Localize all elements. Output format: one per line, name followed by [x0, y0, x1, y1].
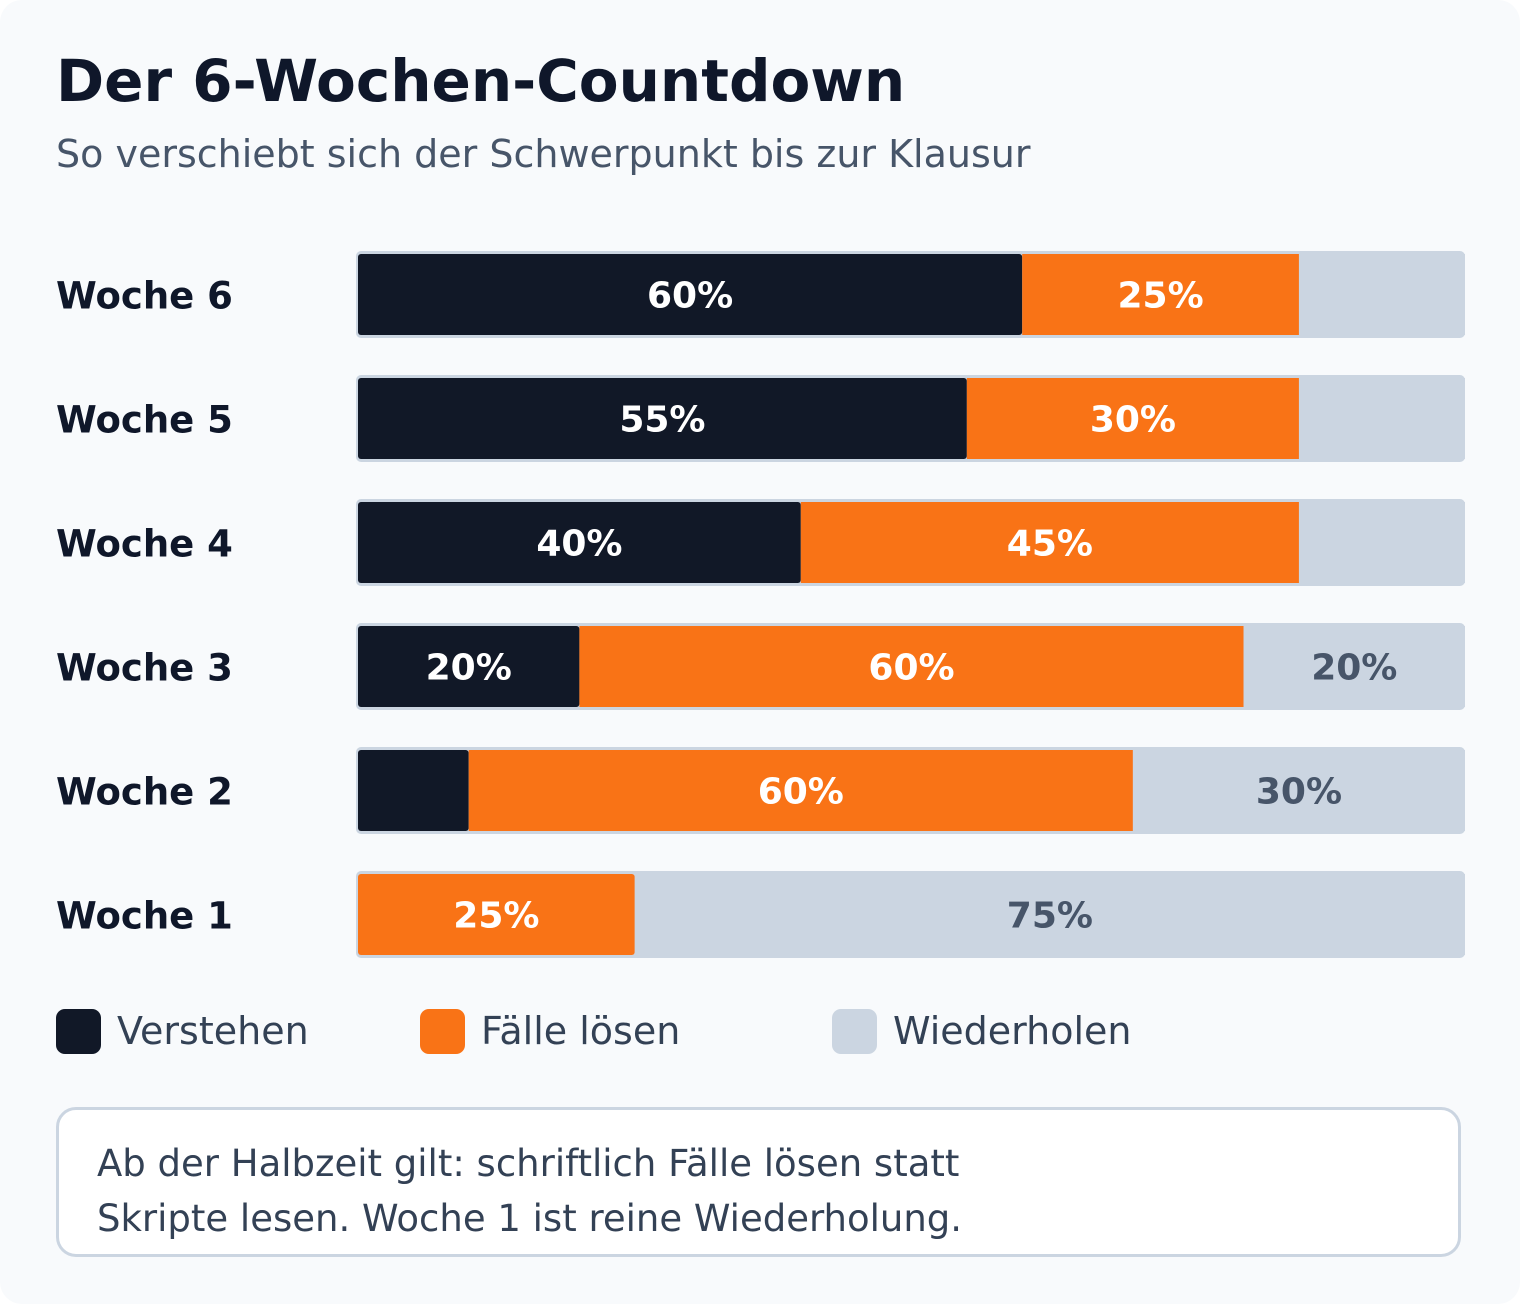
legend-swatch-wiederholen	[832, 1008, 877, 1054]
bar-segment-wiederholen-woche-3	[1243, 626, 1465, 707]
bar-segment-verstehen-woche-2	[358, 750, 469, 831]
data-label-faelle-loesen-woche-1: 25%	[453, 896, 539, 937]
bar-segment-verstehen-woche-4	[358, 502, 801, 583]
bar-segment-wiederholen-woche-4	[1298, 502, 1465, 583]
stacked-bar-chart: Woche 6 60% 25% Woche 5 55% 30% Woche 4 40% 45% W…	[56, 251, 1465, 958]
category-label-woche-1: Woche 1	[56, 895, 233, 938]
data-label-faelle-loesen-woche-5: 30%	[1090, 400, 1176, 441]
bar-segment-wiederholen-woche-6	[1298, 254, 1465, 335]
category-label-woche-3: Woche 3	[56, 647, 233, 690]
category-label-woche-4: Woche 4	[56, 523, 233, 566]
bar-segment-faelle-loesen-woche-3	[579, 626, 1244, 707]
data-label-verstehen-woche-4: 40%	[536, 524, 622, 565]
legend-label-verstehen: Verstehen	[117, 1009, 309, 1053]
bar-segment-faelle-loesen-woche-4	[800, 502, 1299, 583]
bar-segment-wiederholen-woche-2	[1132, 750, 1465, 831]
bar-segment-verstehen-woche-5	[358, 378, 967, 459]
legend-label-faelle-loesen: Fälle lösen	[481, 1009, 681, 1053]
legend-swatch-faelle-loesen	[420, 1008, 465, 1054]
bar-segment-verstehen-woche-3	[358, 626, 580, 707]
data-label-faelle-loesen-woche-2: 60%	[758, 772, 844, 813]
category-label-woche-5: Woche 5	[56, 399, 233, 442]
note-box: Ab der Halbzeit gilt: schriftlich Fälle …	[56, 1107, 1461, 1257]
bar-segment-faelle-loesen-woche-2	[468, 750, 1133, 831]
data-label-faelle-loesen-woche-3: 60%	[868, 648, 954, 689]
bar-segment-verstehen-woche-6	[358, 254, 1023, 335]
legend-item-wiederholen: Wiederholen	[832, 1008, 1131, 1054]
bar-segment-faelle-loesen-woche-5	[966, 378, 1299, 459]
data-label-faelle-loesen-woche-4: 45%	[1007, 524, 1093, 565]
chart-subtitle: So verschiebt sich der Schwerpunkt bis z…	[56, 132, 1031, 176]
data-label-wiederholen-woche-2: 30%	[1256, 772, 1342, 813]
data-label-wiederholen-woche-3: 20%	[1311, 648, 1397, 689]
data-label-verstehen-woche-6: 60%	[647, 276, 733, 317]
data-label-verstehen-woche-3: 20%	[426, 648, 512, 689]
legend-item-faelle-loesen: Fälle lösen	[420, 1008, 680, 1054]
legend-label-wiederholen: Wiederholen	[893, 1009, 1132, 1053]
data-label-wiederholen-woche-1: 75%	[1007, 896, 1093, 937]
legend-item-verstehen: Verstehen	[56, 1008, 309, 1054]
data-label-verstehen-woche-5: 55%	[619, 400, 705, 441]
bar-segment-faelle-loesen-woche-6	[1022, 254, 1299, 335]
bar-segment-wiederholen-woche-5	[1298, 378, 1465, 459]
chart-title: Der 6-Wochen-Countdown	[56, 47, 906, 115]
bar-segment-faelle-loesen-woche-1	[358, 874, 635, 955]
note-line-1: Ab der Halbzeit gilt: schriftlich Fälle …	[97, 1142, 960, 1185]
note-line-2: Skripte lesen. Woche 1 ist reine Wiederh…	[97, 1197, 963, 1240]
category-label-woche-6: Woche 6	[56, 275, 233, 318]
legend-swatch-verstehen	[56, 1008, 101, 1054]
category-label-woche-2: Woche 2	[56, 771, 233, 814]
bar-segment-wiederholen-woche-1	[634, 874, 1465, 955]
data-label-faelle-loesen-woche-6: 25%	[1117, 276, 1203, 317]
